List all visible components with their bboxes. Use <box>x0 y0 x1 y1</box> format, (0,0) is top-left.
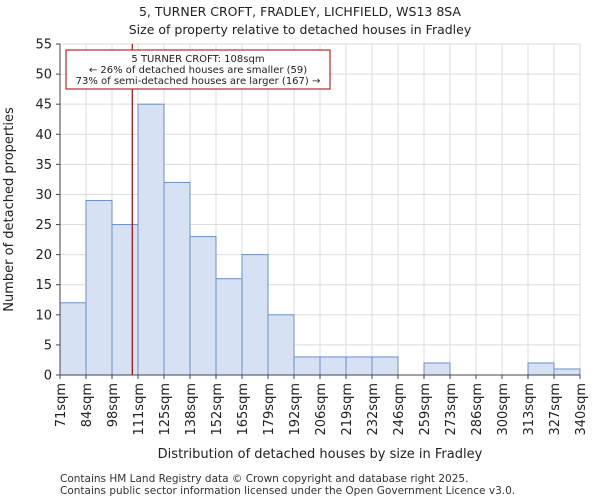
x-tick-label: 286sqm <box>470 383 485 436</box>
histogram-bar <box>189 236 217 376</box>
x-tick-label: 111sqm <box>132 383 147 436</box>
annotation-line-3: 73% of semi-detached houses are larger (… <box>76 76 321 87</box>
annotation-line-2: ← 26% of detached houses are smaller (59… <box>89 65 307 76</box>
y-tick-label: 0 <box>44 369 52 384</box>
x-tick-label: 138sqm <box>184 383 199 436</box>
x-tick-label: 152sqm <box>210 383 225 436</box>
annotation-frame <box>65 49 331 90</box>
y-tick-label: 15 <box>35 278 52 293</box>
x-ticks: 71sqm 84sqm 98sqm 111sqm 125sqm 138sqm 152sqm 1… <box>54 375 589 436</box>
x-tick-label: 219sqm <box>340 383 355 436</box>
x-tick-label: 313sqm <box>522 383 537 436</box>
x-tick-label: 71sqm <box>54 383 69 427</box>
histogram-bar <box>371 356 399 376</box>
y-tick-label: 40 <box>35 128 52 143</box>
x-tick-label: 340sqm <box>574 383 589 436</box>
y-tick-label: 10 <box>35 308 52 323</box>
chart-title: 5, TURNER CROFT, FRADLEY, LICHFIELD, WS1… <box>138 4 461 19</box>
x-tick-label: 206sqm <box>314 383 329 436</box>
histogram-bar <box>215 278 243 376</box>
y-tick-label: 55 <box>35 38 52 53</box>
histogram-bar <box>241 254 269 376</box>
histogram-bar <box>527 362 555 376</box>
footer-line-2: Contains public sector information licen… <box>60 485 516 497</box>
histogram-bar <box>267 314 295 376</box>
y-ticks: 0 5 10 15 20 25 30 35 40 45 50 55 <box>35 38 60 384</box>
chart-subtitle: Size of property relative to detached ho… <box>128 22 472 37</box>
histogram-bar <box>59 302 87 376</box>
annotation-line-1: 5 TURNER CROFT: 108sqm <box>131 54 264 65</box>
y-tick-label: 45 <box>35 98 52 113</box>
histogram-bar <box>553 368 581 376</box>
x-tick-label: 300sqm <box>496 383 511 436</box>
x-tick-label: 259sqm <box>418 383 433 436</box>
histogram-bar <box>85 199 113 376</box>
x-tick-label: 273sqm <box>444 383 459 436</box>
y-tick-label: 20 <box>35 248 52 263</box>
histogram-bar <box>163 181 191 376</box>
x-tick-label: 246sqm <box>392 383 407 436</box>
x-tick-label: 327sqm <box>548 383 563 436</box>
annotation-box: 5 TURNER CROFT: 108sqm ← 26% of detached… <box>65 49 331 90</box>
histogram-bar <box>111 224 139 376</box>
x-tick-label: 165sqm <box>236 383 251 436</box>
bars <box>59 103 581 376</box>
x-tick-label: 84sqm <box>80 383 95 427</box>
histogram-bar <box>345 356 373 376</box>
x-tick-label: 125sqm <box>158 383 173 436</box>
x-tick-label: 232sqm <box>366 383 381 436</box>
y-axis-label: Number of detached properties <box>2 107 17 312</box>
y-tick-label: 50 <box>35 68 52 83</box>
histogram-bar <box>423 362 451 376</box>
x-tick-label: 98sqm <box>106 383 121 427</box>
histogram-bar <box>137 103 165 376</box>
x-tick-label: 179sqm <box>262 383 277 436</box>
x-tick-label: 192sqm <box>288 383 303 436</box>
y-tick-label: 25 <box>35 218 52 233</box>
histogram-bar <box>293 356 321 376</box>
y-tick-label: 35 <box>35 158 52 173</box>
x-axis-label: Distribution of detached houses by size … <box>158 447 483 462</box>
y-tick-label: 5 <box>44 338 52 353</box>
y-tick-label: 30 <box>35 188 52 203</box>
footer-line-1: Contains HM Land Registry data © Crown c… <box>60 473 469 485</box>
histogram-bar <box>319 356 347 376</box>
